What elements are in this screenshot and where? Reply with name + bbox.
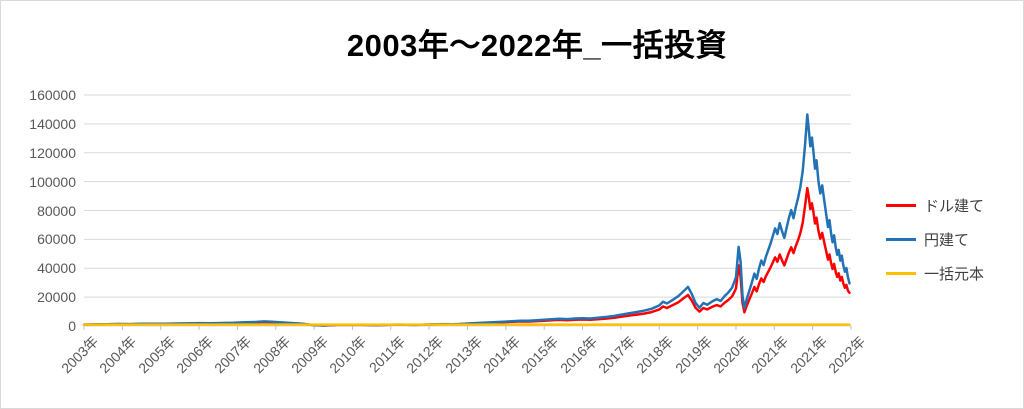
y-tick-label: 80000 [37, 202, 76, 219]
legend: ドル建て円建て一括元本 [886, 196, 985, 283]
series-lines [82, 113, 851, 327]
y-tick-label: 0 [68, 318, 76, 334]
chart-title: 2003年～2022年_一括投資 [346, 28, 728, 63]
legend-swatch [886, 237, 916, 241]
x-axis-ticks [83, 326, 852, 330]
y-tick-label: 20000 [37, 289, 76, 306]
y-tick-label: 100000 [29, 173, 76, 190]
legend-swatch [886, 203, 916, 207]
y-tick-label: 140000 [29, 115, 76, 132]
legend-swatch [886, 271, 916, 275]
series-line-ドル建て [82, 186, 851, 327]
y-tick-label: 160000 [29, 87, 76, 103]
y-tick-label: 60000 [37, 231, 76, 248]
legend-label: ドル建て [924, 197, 985, 215]
legend-item: 円建て [886, 230, 984, 249]
legend-label: 一括元本 [924, 265, 985, 283]
y-tick-label: 120000 [29, 144, 76, 161]
gridlines [84, 94, 851, 327]
legend-label: 円建て [924, 231, 970, 249]
y-tick-label: 40000 [37, 260, 76, 277]
legend-item: ドル建て [886, 196, 985, 215]
legend-item: 一括元本 [886, 264, 985, 283]
